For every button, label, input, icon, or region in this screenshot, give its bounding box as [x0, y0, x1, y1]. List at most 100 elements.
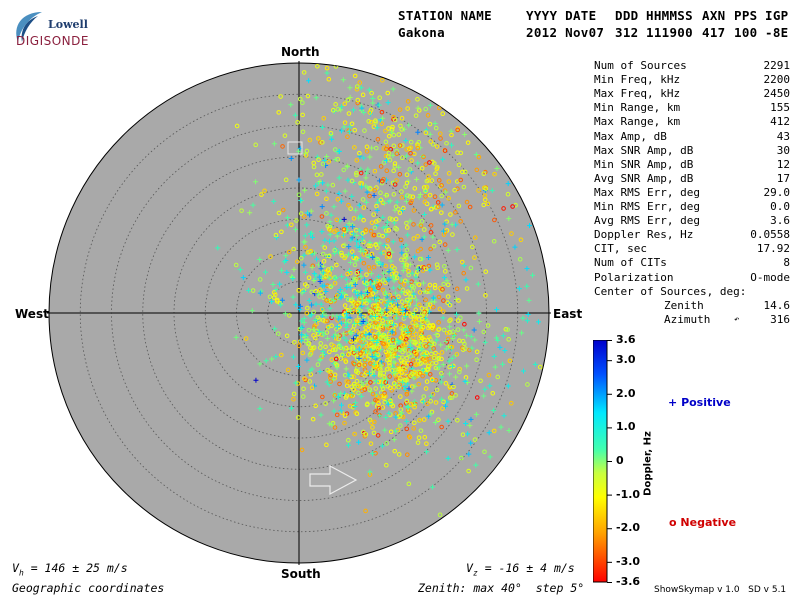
source-point-positive: [494, 166, 500, 172]
source-point-negative: [309, 289, 315, 295]
source-point-positive: [331, 238, 337, 244]
source-point-positive: [338, 402, 344, 408]
source-point-negative: [380, 318, 385, 324]
source-point-negative: [343, 395, 349, 400]
source-point-positive: [434, 337, 440, 343]
source-point-negative: [388, 146, 394, 152]
source-point-negative: [332, 275, 337, 280]
source-point-positive: [299, 332, 305, 338]
source-point-positive: [351, 275, 357, 281]
source-point-positive: [423, 127, 429, 133]
source-point-negative: [357, 150, 362, 156]
source-point-positive: [318, 301, 324, 307]
stat-label: Max Range, km: [594, 115, 681, 129]
source-point-negative: [456, 203, 462, 209]
source-point-negative: [344, 383, 350, 389]
source-point-negative: [395, 427, 401, 433]
stat-row: Min Freq, kHz 2200: [594, 73, 790, 87]
source-point-positive: [237, 267, 243, 273]
source-point-negative: [371, 124, 377, 129]
source-point-negative: [378, 197, 384, 203]
source-point-negative: [274, 299, 280, 304]
source-point-positive: [482, 386, 488, 392]
source-point-negative: [328, 275, 333, 280]
source-point-positive: [403, 153, 409, 159]
source-point-positive: [428, 346, 434, 352]
source-point-negative: [352, 145, 357, 150]
source-point-positive: [246, 287, 252, 293]
source-point-positive: [439, 202, 445, 208]
source-point-negative: [458, 315, 463, 321]
stat-value: 412: [770, 115, 790, 129]
source-point-positive: [338, 320, 344, 326]
source-point-negative: [342, 413, 348, 419]
source-point-negative: [445, 282, 451, 288]
source-point-positive: [301, 252, 307, 258]
stat-row: Max Freq, kHz 2450: [594, 87, 790, 101]
source-point-negative: [271, 295, 277, 300]
source-point-negative: [378, 358, 383, 364]
source-point-positive: [367, 154, 373, 160]
source-point-positive: [387, 198, 393, 204]
source-point-positive: [412, 383, 418, 389]
source-point-negative: [279, 352, 284, 358]
source-point-negative: [379, 180, 385, 186]
source-point-negative: [416, 282, 421, 287]
source-point-positive: [347, 307, 353, 313]
source-point-negative: [378, 298, 384, 304]
source-point-positive: [447, 371, 453, 377]
source-point-positive: [302, 187, 308, 193]
source-point-positive: [442, 221, 448, 227]
source-point-negative: [233, 262, 239, 268]
source-point-negative: [421, 394, 427, 399]
source-point-negative: [481, 171, 487, 177]
stat-row: Center of Sources, deg:: [594, 285, 790, 299]
source-point-positive: [491, 353, 497, 359]
source-point-positive: [318, 412, 324, 418]
source-point-negative: [278, 94, 283, 99]
source-point-negative: [421, 154, 426, 160]
source-point-negative: [431, 346, 436, 351]
source-point-negative: [311, 164, 317, 170]
source-point-negative: [464, 286, 470, 291]
source-point-positive: [383, 289, 389, 295]
source-point-negative: [452, 187, 457, 193]
source-point-negative: [239, 208, 244, 213]
source-point-negative: [333, 361, 339, 367]
source-point-positive: [317, 179, 323, 185]
source-point-negative: [346, 297, 351, 302]
source-point-negative: [422, 434, 428, 440]
source-point-positive: [345, 282, 351, 288]
source-point-positive: [403, 242, 409, 248]
source-point-positive: [350, 231, 356, 237]
source-point-positive: [316, 329, 322, 335]
source-point-negative: [381, 146, 387, 151]
source-point-positive: [345, 177, 351, 183]
source-point-negative: [424, 441, 429, 446]
source-point-positive: [384, 302, 390, 308]
stat-label: Polarization: [594, 270, 674, 284]
source-point-positive: [318, 266, 324, 272]
source-point-positive: [424, 449, 430, 455]
source-point-negative: [360, 197, 366, 202]
source-point-positive: [343, 224, 349, 230]
source-point-positive: [347, 85, 353, 91]
source-point-negative: [369, 220, 375, 225]
source-point-negative: [407, 167, 413, 172]
source-point-positive: [297, 307, 303, 313]
source-point-negative: [271, 290, 277, 295]
colorbar-tick-label: 1.0: [616, 420, 636, 434]
source-point-negative: [440, 406, 445, 411]
source-point-negative: [442, 263, 447, 269]
source-point-negative: [413, 113, 419, 118]
source-point-negative: [421, 227, 427, 232]
source-point-negative: [346, 437, 351, 443]
source-point-positive: [324, 70, 330, 76]
source-point-positive: [424, 318, 430, 324]
source-point-positive: [377, 413, 383, 419]
source-point-negative: [296, 288, 302, 293]
source-point-negative: [358, 351, 363, 356]
stat-label: Center of Sources, deg:: [594, 284, 747, 298]
stat-value: 43: [776, 129, 790, 143]
source-point-negative: [411, 335, 416, 341]
